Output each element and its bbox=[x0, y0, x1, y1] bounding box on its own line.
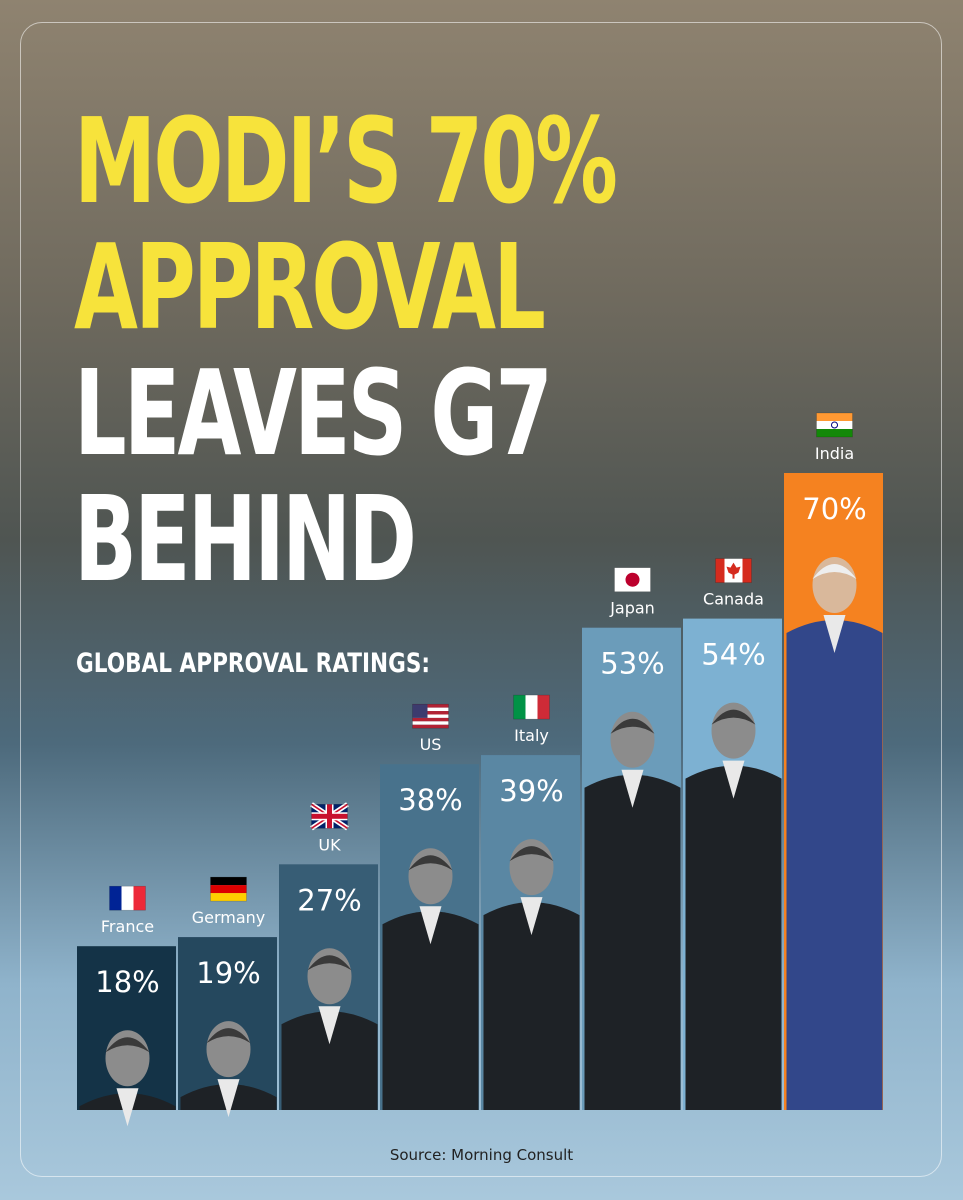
headline-line-2: APPROVAL bbox=[74, 218, 546, 356]
country-label: UK bbox=[318, 835, 341, 854]
chart-subtitle: GLOBAL APPROVAL RATINGS: bbox=[76, 648, 431, 679]
country-label: Italy bbox=[514, 726, 549, 745]
headline: MODI’S 70% APPROVAL LEAVES G7 BEHIND bbox=[74, 98, 847, 602]
country-label: Canada bbox=[703, 590, 764, 609]
value-label: 27% bbox=[297, 883, 361, 917]
bar-group-uk: 27% UK bbox=[279, 802, 378, 1110]
value-label: 39% bbox=[499, 774, 563, 808]
canada-flag-icon bbox=[715, 558, 752, 583]
country-label: Germany bbox=[192, 908, 266, 927]
value-label: 19% bbox=[196, 956, 260, 990]
italy-flag-icon bbox=[513, 694, 550, 720]
headline-line-1: MODI’S 70% bbox=[74, 92, 618, 230]
bar-group-india: 70% India bbox=[784, 412, 883, 1110]
country-label: India bbox=[815, 444, 854, 463]
bar-group-germany: 19% Germany bbox=[178, 876, 277, 1118]
source-credit: Source: Morning Consult bbox=[389, 1146, 574, 1164]
bar-group-canada: 54% Canada bbox=[683, 558, 782, 1110]
france-flag-icon bbox=[109, 885, 146, 911]
bar-group-france: 18% France bbox=[77, 885, 176, 1127]
card-frame bbox=[20, 22, 942, 1177]
headline-line-3: LEAVES G7 bbox=[74, 344, 553, 482]
india-flag-icon bbox=[816, 412, 853, 438]
japan-flag-icon bbox=[614, 567, 651, 593]
value-label: 18% bbox=[95, 965, 159, 999]
bar-group-us: 38% US bbox=[380, 703, 479, 1110]
country-label: France bbox=[101, 917, 154, 936]
uk-flag-icon bbox=[310, 802, 349, 831]
us-flag-icon bbox=[412, 703, 449, 729]
germany-flag-icon bbox=[210, 876, 247, 902]
country-label: US bbox=[420, 735, 442, 754]
value-label: 38% bbox=[398, 783, 462, 817]
bar-group-italy: 39% Italy bbox=[481, 694, 580, 1110]
headline-line-4: BEHIND bbox=[74, 470, 417, 608]
value-label: 70% bbox=[802, 492, 866, 526]
value-label: 54% bbox=[701, 638, 765, 672]
value-label: 53% bbox=[600, 647, 664, 681]
bar-group-japan: 53% Japan bbox=[582, 567, 681, 1110]
country-label: Japan bbox=[609, 599, 655, 618]
